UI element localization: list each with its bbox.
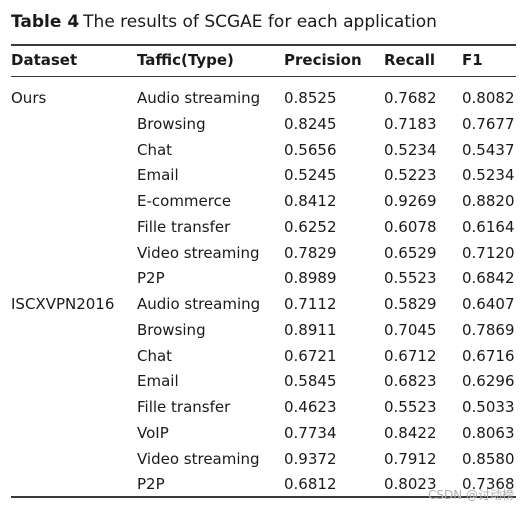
cell-precision: 0.5845 (284, 372, 337, 391)
cell-traffic-type: Chat (137, 140, 173, 159)
cell-f1: 0.8820 (462, 192, 515, 210)
cell-precision: 0.6721 (284, 346, 337, 365)
header-recall: Recall (384, 51, 436, 69)
cell-precision: 0.5656 (284, 140, 337, 159)
table-row: E-commerce 0.8412 0.9269 0.8820 (0, 191, 526, 211)
cell-traffic-type: Video streaming (137, 449, 260, 468)
cell-f1: 0.5234 (462, 166, 515, 185)
cell-traffic-type: Audio streaming (137, 295, 261, 313)
cell-recall: 0.5829 (384, 295, 437, 313)
cell-precision: 0.8525 (284, 89, 337, 107)
cell-traffic-type: Email (137, 166, 179, 185)
header-precision: Precision (284, 51, 362, 69)
cell-f1: 0.8580 (462, 449, 515, 468)
cell-f1: 0.6407 (462, 295, 515, 313)
cell-recall: 0.9269 (384, 192, 437, 210)
cell-f1: 0.5437 (462, 140, 515, 159)
cell-recall: 0.5223 (384, 166, 437, 185)
table-row: Ours Audio streaming 0.8525 0.7682 0.8082 (0, 88, 526, 108)
cell-f1: 0.7869 (462, 320, 515, 339)
watermark: CSDN @讨动榜 (427, 488, 514, 502)
cell-precision: 0.8245 (284, 114, 337, 133)
cell-f1: 0.6716 (462, 346, 515, 365)
top-rule (11, 44, 516, 46)
cell-recall: 0.6823 (384, 372, 437, 391)
cell-precision: 0.6812 (284, 475, 337, 494)
cell-dataset: Ours (11, 89, 47, 107)
header-dataset: Dataset (11, 51, 78, 69)
table-row: Fille transfer 0.6252 0.6078 0.6164 (0, 217, 526, 237)
table-row: Chat 0.6721 0.6712 0.6716 (0, 346, 526, 366)
bottom-rule (11, 496, 516, 498)
cell-precision: 0.7112 (284, 295, 337, 313)
cell-recall: 0.5234 (384, 140, 437, 159)
cell-f1: 0.6164 (462, 217, 515, 236)
cell-traffic-type: Audio streaming (137, 89, 261, 107)
cell-traffic-type: VoIP (137, 423, 169, 442)
table-row: Email 0.5845 0.6823 0.6296 (0, 371, 526, 391)
cell-recall: 0.7682 (384, 89, 437, 107)
cell-precision: 0.7734 (284, 423, 337, 442)
cell-precision: 0.8412 (284, 192, 337, 210)
table-row: P2P 0.8989 0.5523 0.6842 (0, 268, 526, 288)
header-f1: F1 (462, 51, 483, 69)
cell-recall: 0.5523 (384, 269, 437, 288)
header-rule (11, 76, 516, 77)
header-traffic-type: Taffic(Type) (137, 51, 234, 69)
cell-traffic-type: Email (137, 372, 179, 391)
cell-precision: 0.4623 (284, 398, 337, 416)
cell-recall: 0.5523 (384, 398, 437, 416)
cell-traffic-type: Browsing (137, 320, 206, 339)
cell-recall: 0.8023 (384, 475, 437, 494)
cell-f1: 0.8082 (462, 89, 515, 107)
cell-traffic-type: P2P (137, 475, 165, 494)
cell-dataset: ISCXVPN2016 (11, 295, 115, 313)
cell-recall: 0.6529 (384, 243, 437, 262)
table-number: Table 4 (11, 12, 80, 32)
cell-recall: 0.6712 (384, 346, 437, 365)
cell-recall: 0.7912 (384, 449, 437, 468)
cell-traffic-type: E-commerce (137, 192, 232, 210)
table-caption: Table 4 The results of SCGAE for each app… (11, 12, 437, 32)
cell-precision: 0.6252 (284, 217, 337, 236)
cell-precision: 0.8989 (284, 269, 337, 288)
cell-traffic-type: Fille transfer (137, 217, 231, 236)
table-row: Video streaming 0.9372 0.7912 0.8580 (0, 449, 526, 469)
cell-traffic-type: Fille transfer (137, 398, 231, 416)
cell-precision: 0.9372 (284, 449, 337, 468)
table-header: Dataset Taffic(Type) Precision Recall F1 (0, 50, 526, 70)
table-row: Video streaming 0.7829 0.6529 0.7120 (0, 243, 526, 263)
table-row: Fille transfer 0.4623 0.5523 0.5033 (0, 397, 526, 417)
table-row: Chat 0.5656 0.5234 0.5437 (0, 140, 526, 160)
table-row: P2P 0.6812 0.8023 0.7368 (0, 474, 526, 494)
cell-recall: 0.6078 (384, 217, 437, 236)
table-row: Email 0.5245 0.5223 0.5234 (0, 165, 526, 185)
cell-traffic-type: Video streaming (137, 243, 260, 262)
cell-f1: 0.7677 (462, 114, 515, 133)
cell-traffic-type: Browsing (137, 114, 206, 133)
cell-f1: 0.6296 (462, 372, 515, 391)
cell-f1: 0.7368 (462, 475, 515, 494)
cell-traffic-type: P2P (137, 269, 165, 288)
cell-f1: 0.5033 (462, 398, 515, 416)
cell-precision: 0.7829 (284, 243, 337, 262)
cell-traffic-type: Chat (137, 346, 173, 365)
cell-precision: 0.8911 (284, 320, 337, 339)
cell-f1: 0.8063 (462, 423, 515, 442)
cell-precision: 0.5245 (284, 166, 337, 185)
cell-f1: 0.6842 (462, 269, 515, 288)
cell-f1: 0.7120 (462, 243, 515, 262)
table-row: Browsing 0.8911 0.7045 0.7869 (0, 320, 526, 340)
table-row: ISCXVPN2016 Audio streaming 0.7112 0.5829 0.… (0, 294, 526, 314)
cell-recall: 0.7183 (384, 114, 437, 133)
table-title: The results of SCGAE for each applicatio… (83, 12, 437, 32)
cell-recall: 0.7045 (384, 320, 437, 339)
cell-recall: 0.8422 (384, 423, 437, 442)
table-row: VoIP 0.7734 0.8422 0.8063 (0, 423, 526, 443)
table-row: Browsing 0.8245 0.7183 0.7677 (0, 114, 526, 134)
